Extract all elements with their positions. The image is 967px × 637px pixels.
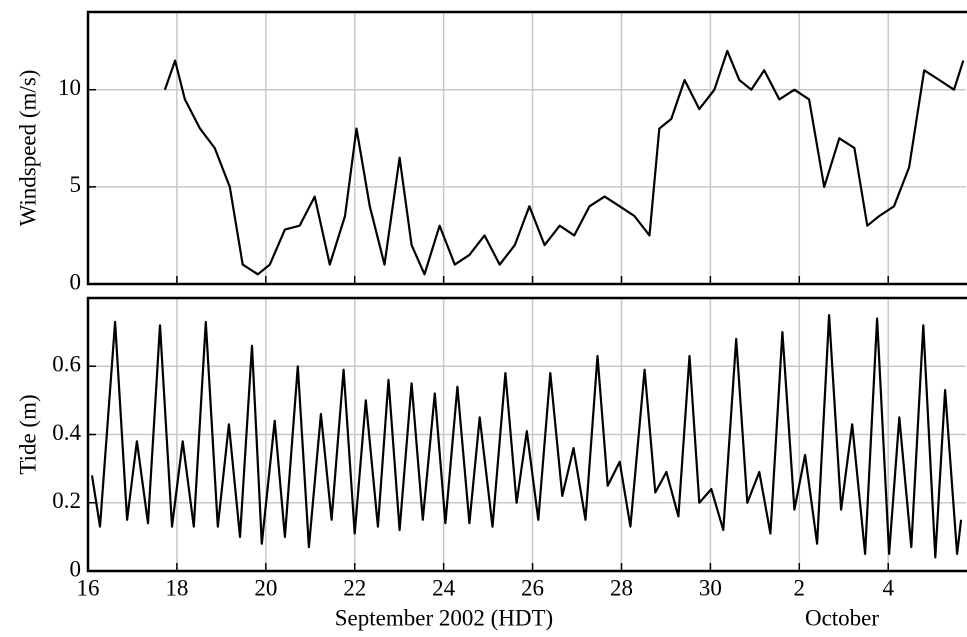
x-tick-label: 28 (610, 575, 633, 600)
x-tick-label: 20 (254, 575, 277, 600)
x-tick-label: 18 (165, 575, 188, 600)
data-line (163, 49, 965, 276)
x-tick-label: 30 (699, 575, 722, 600)
plot-frame (86, 10, 967, 286)
x-tick-label: 22 (343, 575, 366, 600)
x-tick-label: 24 (432, 575, 456, 600)
x-tick-label: 2 (794, 575, 806, 600)
y-axis-label: Windspeed (m/s) (15, 70, 40, 227)
y-tick-label: 0.4 (52, 420, 81, 445)
x-axis-label: September 2002 (HDT) (335, 605, 553, 630)
y-tick-label: 5 (70, 172, 82, 197)
y-tick-label: 10 (58, 75, 81, 100)
y-tick-label: 0.2 (52, 488, 81, 513)
x-tick-label: 16 (77, 575, 100, 600)
x-tick-label: 4 (882, 575, 894, 600)
y-tick-label: 0.6 (52, 352, 81, 377)
data-line (90, 314, 963, 559)
y-axis-label: Tide (m) (15, 394, 40, 474)
month-label: October (805, 605, 879, 630)
y-tick-label: 0 (70, 269, 82, 294)
plot-frame (86, 296, 967, 573)
x-tick-label: 26 (521, 575, 544, 600)
y-tick-label: 0 (70, 556, 82, 581)
